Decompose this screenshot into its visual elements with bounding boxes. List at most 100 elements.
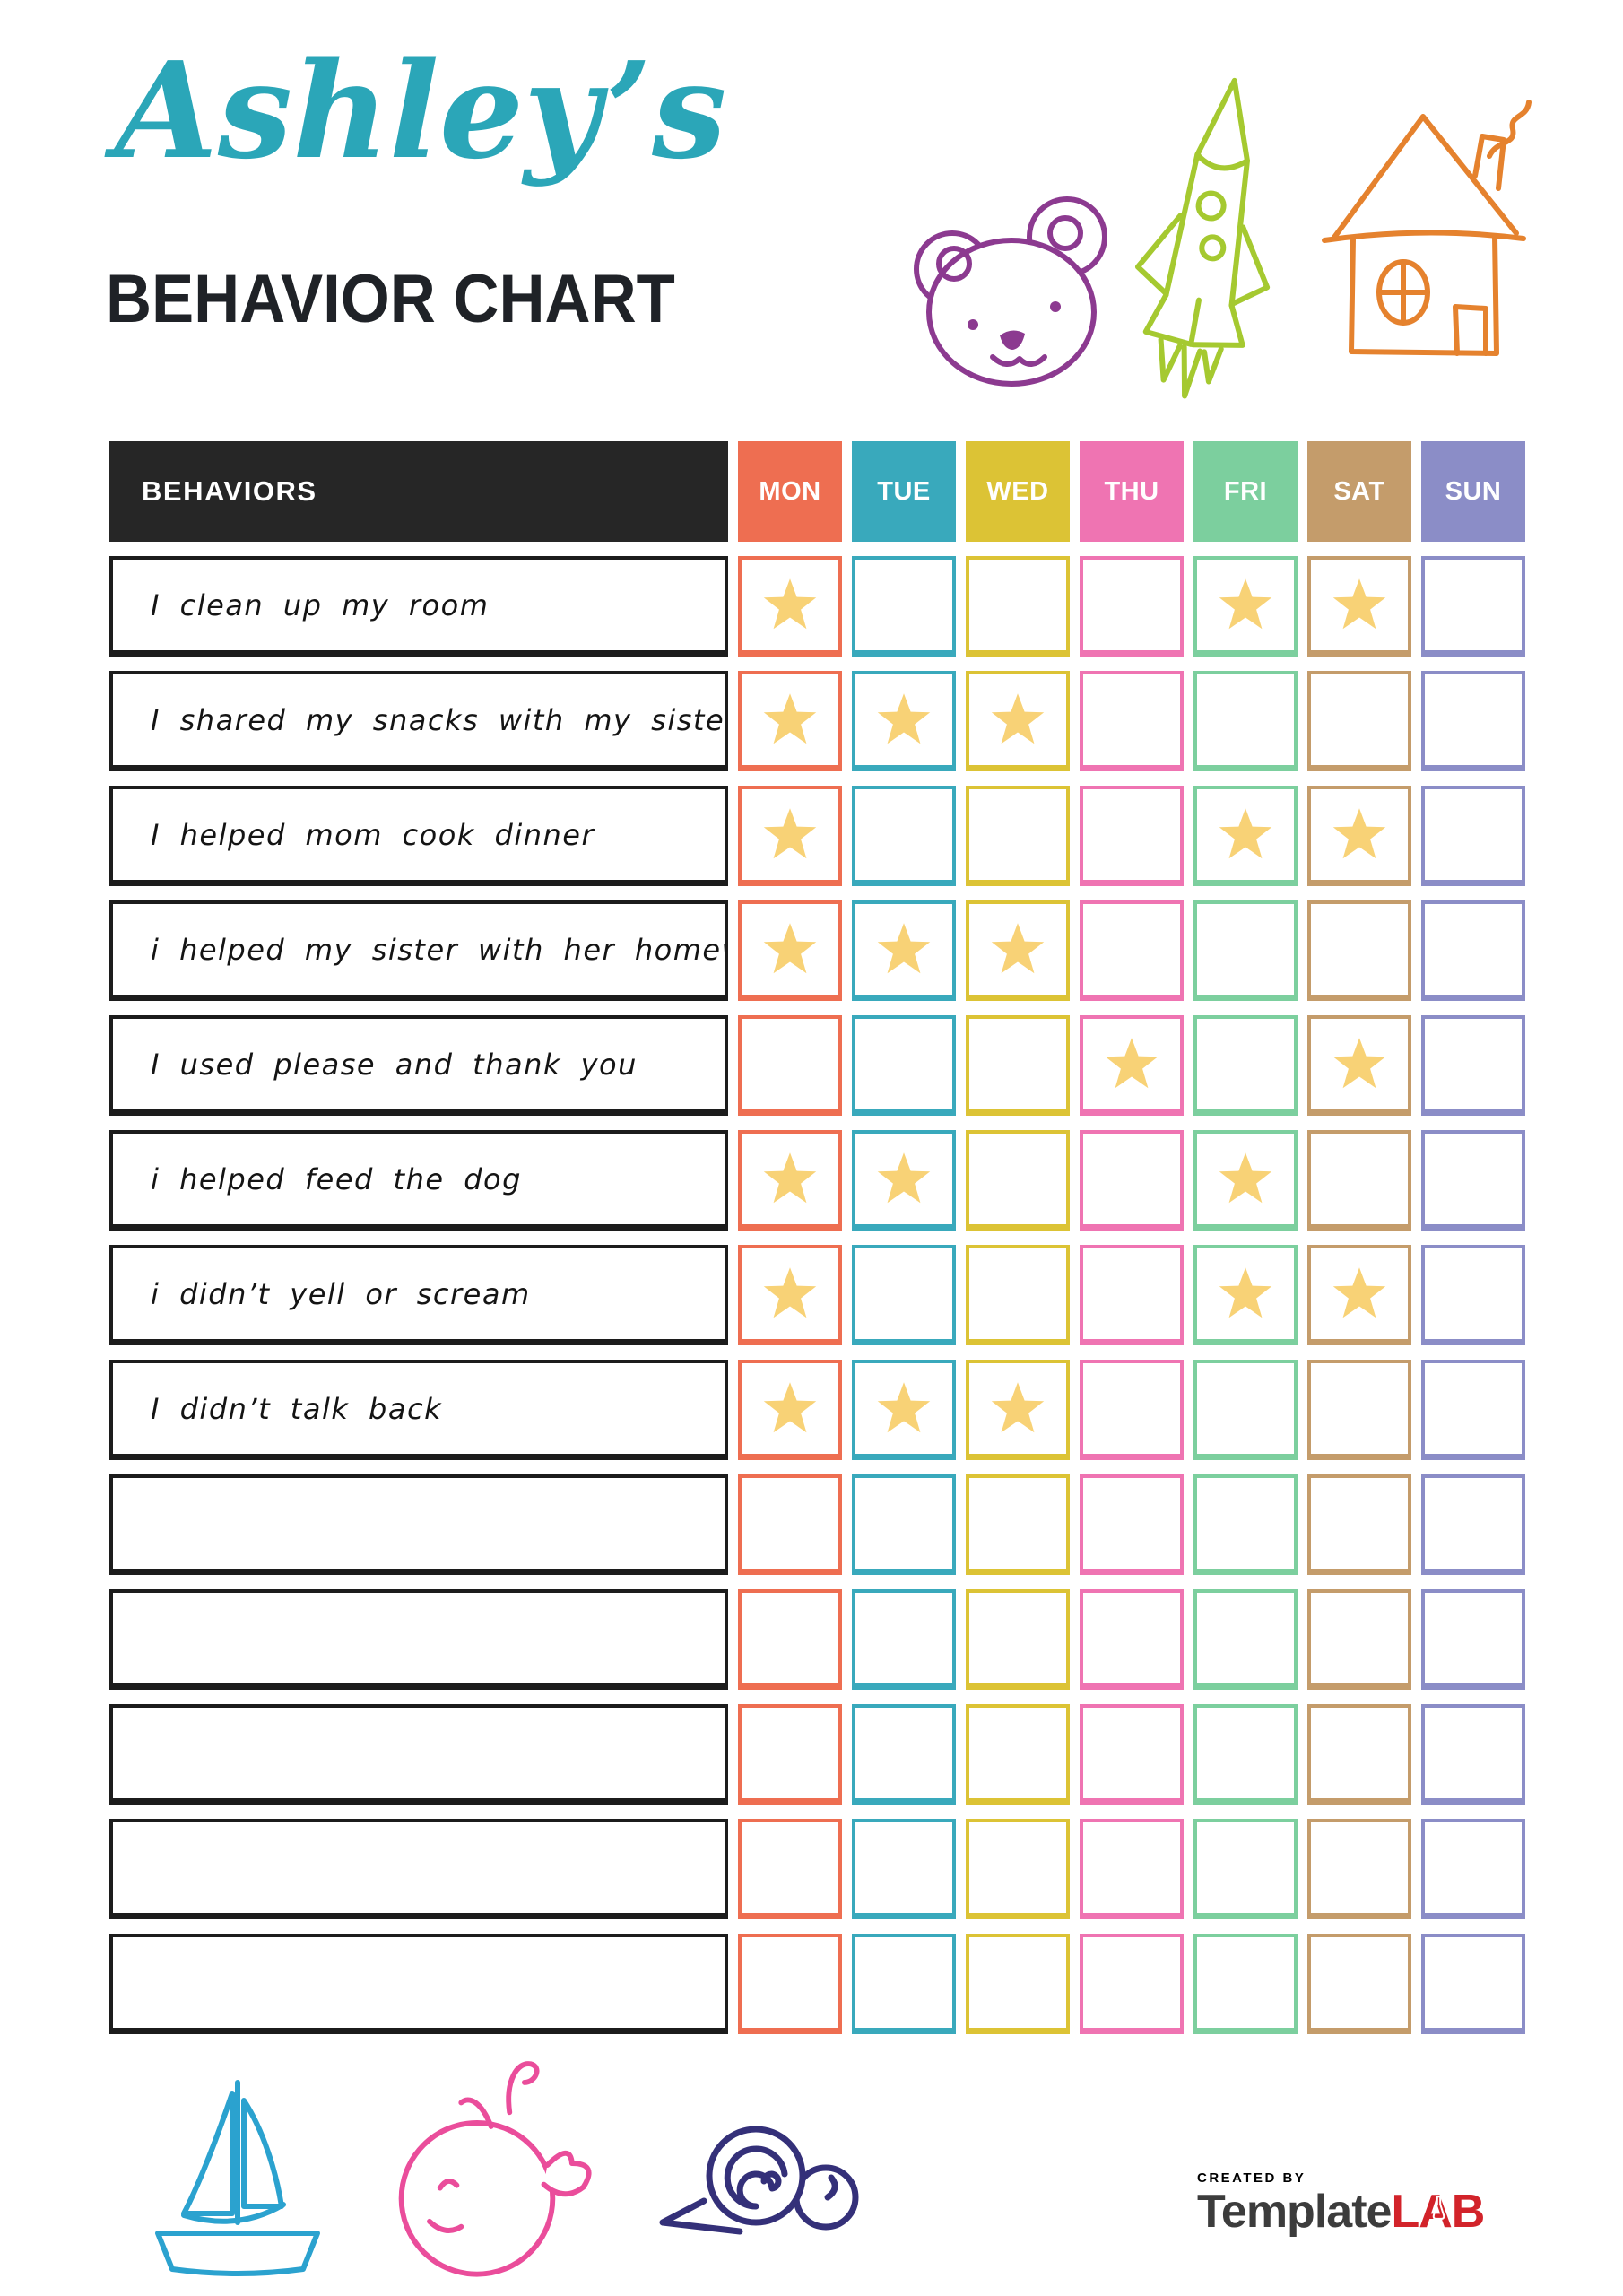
- day-cell-fri-row6[interactable]: [1193, 1130, 1298, 1231]
- star-icon: [763, 693, 817, 744]
- day-cell-mon-row12[interactable]: [738, 1819, 842, 1919]
- day-cell-mon-row5[interactable]: [738, 1015, 842, 1116]
- day-cell-mon-row1[interactable]: [738, 556, 842, 657]
- star-icon: [877, 1152, 931, 1204]
- day-cell-wed-row10[interactable]: [966, 1589, 1070, 1690]
- day-cell-sat-row12[interactable]: [1307, 1819, 1411, 1919]
- day-cell-fri-row4[interactable]: [1193, 900, 1298, 1001]
- day-cell-sat-row3[interactable]: [1307, 786, 1411, 886]
- day-cell-sun-row13[interactable]: [1421, 1934, 1525, 2034]
- day-cell-mon-row4[interactable]: [738, 900, 842, 1001]
- day-cell-tue-row9[interactable]: [852, 1474, 956, 1575]
- day-cell-fri-row8[interactable]: [1193, 1360, 1298, 1460]
- day-cell-sat-row8[interactable]: [1307, 1360, 1411, 1460]
- day-cell-wed-row11[interactable]: [966, 1704, 1070, 1805]
- behavior-label-row4: i helped my sister with her homework: [109, 900, 728, 1001]
- star-icon: [763, 1382, 817, 1433]
- day-cell-fri-row2[interactable]: [1193, 671, 1298, 771]
- day-cell-sun-row2[interactable]: [1421, 671, 1525, 771]
- day-cell-thu-row9[interactable]: [1080, 1474, 1184, 1575]
- day-cell-thu-row4[interactable]: [1080, 900, 1184, 1001]
- day-cell-sat-row6[interactable]: [1307, 1130, 1411, 1231]
- day-cell-mon-row7[interactable]: [738, 1245, 842, 1345]
- day-cell-wed-row13[interactable]: [966, 1934, 1070, 2034]
- day-cell-wed-row1[interactable]: [966, 556, 1070, 657]
- day-cell-sun-row1[interactable]: [1421, 556, 1525, 657]
- day-cell-fri-row12[interactable]: [1193, 1819, 1298, 1919]
- day-cell-tue-row1[interactable]: [852, 556, 956, 657]
- day-cell-sun-row4[interactable]: [1421, 900, 1525, 1001]
- day-cell-wed-row6[interactable]: [966, 1130, 1070, 1231]
- day-cell-tue-row4[interactable]: [852, 900, 956, 1001]
- day-cell-fri-row11[interactable]: [1193, 1704, 1298, 1805]
- day-cell-thu-row11[interactable]: [1080, 1704, 1184, 1805]
- day-cell-thu-row5[interactable]: [1080, 1015, 1184, 1116]
- day-cell-mon-row9[interactable]: [738, 1474, 842, 1575]
- day-header-tue: TUE: [852, 441, 956, 542]
- day-cell-tue-row11[interactable]: [852, 1704, 956, 1805]
- day-cell-sun-row12[interactable]: [1421, 1819, 1525, 1919]
- day-cell-fri-row7[interactable]: [1193, 1245, 1298, 1345]
- day-cell-tue-row13[interactable]: [852, 1934, 956, 2034]
- snail-icon: [659, 2126, 859, 2235]
- day-cell-wed-row5[interactable]: [966, 1015, 1070, 1116]
- day-cell-tue-row7[interactable]: [852, 1245, 956, 1345]
- day-header-sat: SAT: [1307, 441, 1411, 542]
- day-cell-wed-row8[interactable]: [966, 1360, 1070, 1460]
- day-cell-wed-row7[interactable]: [966, 1245, 1070, 1345]
- created-by-label: CREATED BY: [1197, 2170, 1306, 2186]
- day-cell-fri-row13[interactable]: [1193, 1934, 1298, 2034]
- day-cell-sun-row10[interactable]: [1421, 1589, 1525, 1690]
- day-cell-mon-row13[interactable]: [738, 1934, 842, 2034]
- day-cell-tue-row10[interactable]: [852, 1589, 956, 1690]
- day-cell-thu-row7[interactable]: [1080, 1245, 1184, 1345]
- day-cell-tue-row12[interactable]: [852, 1819, 956, 1919]
- day-cell-fri-row10[interactable]: [1193, 1589, 1298, 1690]
- day-cell-mon-row3[interactable]: [738, 786, 842, 886]
- day-cell-mon-row11[interactable]: [738, 1704, 842, 1805]
- day-cell-tue-row3[interactable]: [852, 786, 956, 886]
- day-cell-sat-row2[interactable]: [1307, 671, 1411, 771]
- day-cell-mon-row2[interactable]: [738, 671, 842, 771]
- day-cell-sun-row11[interactable]: [1421, 1704, 1525, 1805]
- day-cell-thu-row2[interactable]: [1080, 671, 1184, 771]
- day-cell-sun-row3[interactable]: [1421, 786, 1525, 886]
- day-cell-sat-row9[interactable]: [1307, 1474, 1411, 1575]
- day-cell-fri-row9[interactable]: [1193, 1474, 1298, 1575]
- day-cell-sun-row7[interactable]: [1421, 1245, 1525, 1345]
- day-cell-sat-row5[interactable]: [1307, 1015, 1411, 1116]
- day-cell-thu-row13[interactable]: [1080, 1934, 1184, 2034]
- day-cell-tue-row5[interactable]: [852, 1015, 956, 1116]
- star-icon: [1332, 808, 1386, 859]
- day-cell-thu-row8[interactable]: [1080, 1360, 1184, 1460]
- day-cell-thu-row12[interactable]: [1080, 1819, 1184, 1919]
- day-cell-wed-row12[interactable]: [966, 1819, 1070, 1919]
- day-cell-fri-row1[interactable]: [1193, 556, 1298, 657]
- day-cell-fri-row5[interactable]: [1193, 1015, 1298, 1116]
- day-cell-mon-row10[interactable]: [738, 1589, 842, 1690]
- day-cell-sat-row7[interactable]: [1307, 1245, 1411, 1345]
- day-cell-sun-row9[interactable]: [1421, 1474, 1525, 1575]
- day-cell-wed-row2[interactable]: [966, 671, 1070, 771]
- day-cell-tue-row8[interactable]: [852, 1360, 956, 1460]
- day-cell-sun-row8[interactable]: [1421, 1360, 1525, 1460]
- day-cell-sat-row1[interactable]: [1307, 556, 1411, 657]
- day-cell-thu-row10[interactable]: [1080, 1589, 1184, 1690]
- day-cell-tue-row2[interactable]: [852, 671, 956, 771]
- day-cell-wed-row4[interactable]: [966, 900, 1070, 1001]
- day-cell-mon-row8[interactable]: [738, 1360, 842, 1460]
- day-cell-thu-row6[interactable]: [1080, 1130, 1184, 1231]
- day-cell-sat-row4[interactable]: [1307, 900, 1411, 1001]
- day-cell-sat-row11[interactable]: [1307, 1704, 1411, 1805]
- day-cell-fri-row3[interactable]: [1193, 786, 1298, 886]
- day-cell-sun-row5[interactable]: [1421, 1015, 1525, 1116]
- day-cell-mon-row6[interactable]: [738, 1130, 842, 1231]
- day-cell-thu-row1[interactable]: [1080, 556, 1184, 657]
- day-cell-wed-row3[interactable]: [966, 786, 1070, 886]
- day-cell-thu-row3[interactable]: [1080, 786, 1184, 886]
- day-cell-sat-row10[interactable]: [1307, 1589, 1411, 1690]
- day-cell-wed-row9[interactable]: [966, 1474, 1070, 1575]
- day-cell-sat-row13[interactable]: [1307, 1934, 1411, 2034]
- day-cell-tue-row6[interactable]: [852, 1130, 956, 1231]
- day-cell-sun-row6[interactable]: [1421, 1130, 1525, 1231]
